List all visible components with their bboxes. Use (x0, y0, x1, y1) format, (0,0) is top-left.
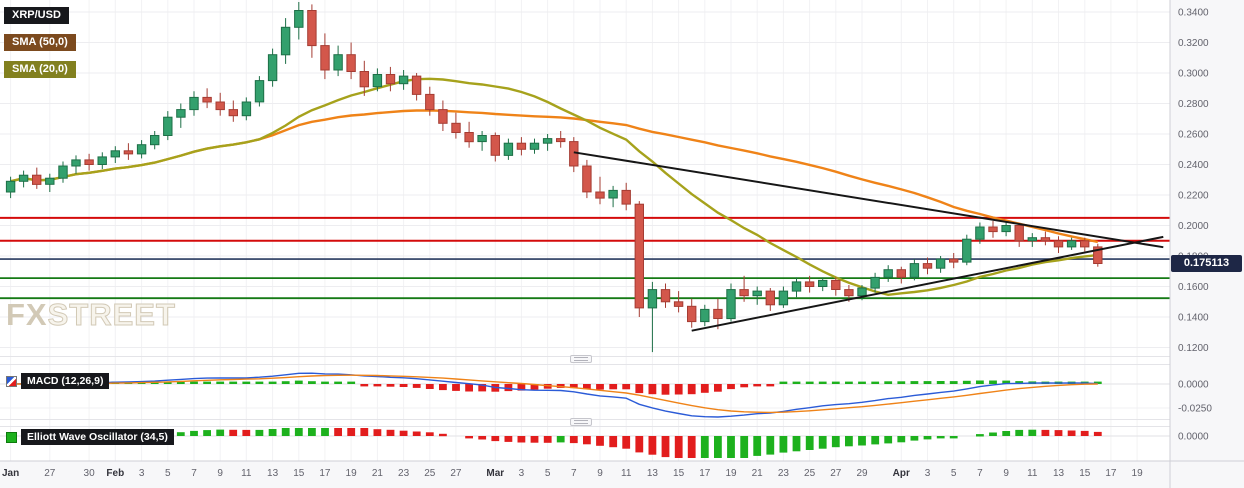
svg-text:3: 3 (925, 468, 931, 479)
svg-text:19: 19 (725, 468, 737, 479)
pane-resize-handle-ewo[interactable] (570, 418, 592, 426)
svg-text:0.1400: 0.1400 (1178, 313, 1209, 324)
svg-text:27: 27 (830, 468, 842, 479)
symbol-legend[interactable]: XRP/USD (4, 7, 69, 24)
svg-text:5: 5 (545, 468, 551, 479)
watermark-fx: FX (6, 297, 48, 332)
macd-icon (6, 375, 17, 387)
svg-text:0.2800: 0.2800 (1178, 99, 1209, 110)
svg-text:9: 9 (217, 468, 223, 479)
svg-text:0.3200: 0.3200 (1178, 38, 1209, 49)
svg-text:7: 7 (191, 468, 197, 479)
svg-text:13: 13 (267, 468, 279, 479)
svg-text:15: 15 (1079, 468, 1091, 479)
ewo-label: Elliott Wave Oscillator (34,5) (21, 429, 174, 445)
fxstreet-watermark: FXSTREET (6, 297, 176, 332)
svg-text:9: 9 (1003, 468, 1009, 479)
svg-text:3: 3 (519, 468, 525, 479)
svg-text:19: 19 (346, 468, 358, 479)
svg-text:0.2400: 0.2400 (1178, 160, 1209, 171)
svg-text:0.3400: 0.3400 (1178, 8, 1209, 19)
svg-text:11: 11 (241, 468, 252, 479)
svg-text:Feb: Feb (106, 468, 124, 479)
svg-text:13: 13 (647, 468, 659, 479)
svg-text:5: 5 (165, 468, 171, 479)
svg-text:5: 5 (951, 468, 957, 479)
svg-text:21: 21 (752, 468, 764, 479)
svg-text:Apr: Apr (893, 468, 910, 479)
svg-text:15: 15 (673, 468, 685, 479)
svg-text:11: 11 (1027, 468, 1038, 479)
last-price-tag: 0.175113 (1171, 255, 1242, 272)
svg-text:25: 25 (424, 468, 436, 479)
ewo-icon (6, 431, 17, 443)
svg-text:25: 25 (804, 468, 816, 479)
svg-text:21: 21 (372, 468, 384, 479)
svg-text:7: 7 (977, 468, 983, 479)
macd-legend[interactable]: MACD (12,26,9) (6, 373, 110, 389)
sma50-legend[interactable]: SMA (50,0) (4, 34, 76, 51)
svg-text:15: 15 (293, 468, 305, 479)
svg-text:Jan: Jan (2, 468, 19, 479)
svg-text:23: 23 (398, 468, 410, 479)
pane-resize-handle-macd[interactable] (570, 355, 592, 363)
svg-text:17: 17 (1105, 468, 1117, 479)
svg-text:0.2200: 0.2200 (1178, 191, 1209, 202)
svg-text:0.2000: 0.2000 (1178, 221, 1209, 232)
svg-text:29: 29 (856, 468, 868, 479)
svg-text:Mar: Mar (486, 468, 504, 479)
svg-text:0.0000: 0.0000 (1178, 432, 1209, 443)
svg-text:19: 19 (1132, 468, 1144, 479)
svg-text:0.1600: 0.1600 (1178, 282, 1209, 293)
svg-text:3: 3 (139, 468, 145, 479)
svg-text:11: 11 (621, 468, 632, 479)
svg-text:7: 7 (571, 468, 577, 479)
macd-label: MACD (12,26,9) (21, 373, 110, 389)
svg-text:0.2600: 0.2600 (1178, 130, 1209, 141)
svg-text:-0.0250: -0.0250 (1178, 404, 1212, 415)
svg-text:13: 13 (1053, 468, 1065, 479)
ewo-legend[interactable]: Elliott Wave Oscillator (34,5) (6, 429, 174, 445)
svg-text:0.3000: 0.3000 (1178, 69, 1209, 80)
svg-text:27: 27 (44, 468, 56, 479)
svg-text:17: 17 (319, 468, 331, 479)
svg-text:0.0000: 0.0000 (1178, 380, 1209, 391)
svg-text:17: 17 (699, 468, 711, 479)
svg-text:27: 27 (450, 468, 462, 479)
svg-text:9: 9 (597, 468, 603, 479)
svg-text:23: 23 (778, 468, 790, 479)
watermark-street: STREET (47, 297, 176, 332)
svg-text:0.1200: 0.1200 (1178, 343, 1209, 354)
sma20-legend[interactable]: SMA (20,0) (4, 61, 76, 78)
svg-text:30: 30 (84, 468, 96, 479)
